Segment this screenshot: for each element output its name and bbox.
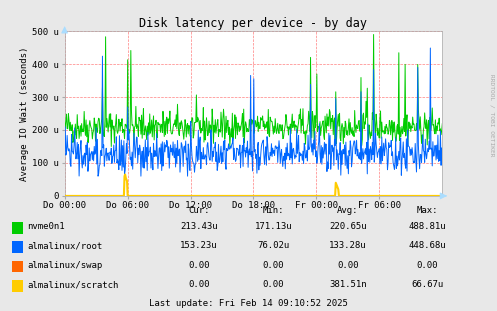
Y-axis label: Average IO Wait (seconds): Average IO Wait (seconds): [20, 46, 29, 181]
Text: 153.23u: 153.23u: [180, 241, 218, 250]
Text: 448.68u: 448.68u: [409, 241, 446, 250]
Text: 0.00: 0.00: [262, 261, 284, 270]
Text: 0.00: 0.00: [416, 261, 438, 270]
Text: 66.67u: 66.67u: [412, 280, 443, 289]
Text: 488.81u: 488.81u: [409, 222, 446, 231]
Text: 381.51n: 381.51n: [329, 280, 367, 289]
Text: 220.65u: 220.65u: [329, 222, 367, 231]
Text: RRDTOOL / TOBI OETIKER: RRDTOOL / TOBI OETIKER: [490, 74, 495, 156]
Title: Disk latency per device - by day: Disk latency per device - by day: [140, 17, 367, 30]
Text: Max:: Max:: [416, 206, 438, 215]
Text: 0.00: 0.00: [262, 280, 284, 289]
Text: 76.02u: 76.02u: [257, 241, 289, 250]
Text: 0.00: 0.00: [337, 261, 359, 270]
Text: 213.43u: 213.43u: [180, 222, 218, 231]
Text: almalinux/scratch: almalinux/scratch: [27, 280, 119, 289]
Text: almalinux/swap: almalinux/swap: [27, 261, 102, 270]
Text: Cur:: Cur:: [188, 206, 210, 215]
Text: Last update: Fri Feb 14 09:10:52 2025: Last update: Fri Feb 14 09:10:52 2025: [149, 299, 348, 308]
Text: Avg:: Avg:: [337, 206, 359, 215]
Text: almalinux/root: almalinux/root: [27, 241, 102, 250]
Text: 171.13u: 171.13u: [254, 222, 292, 231]
Text: nvme0n1: nvme0n1: [27, 222, 65, 231]
Text: 0.00: 0.00: [188, 280, 210, 289]
Text: 0.00: 0.00: [188, 261, 210, 270]
Text: Min:: Min:: [262, 206, 284, 215]
Text: 133.28u: 133.28u: [329, 241, 367, 250]
